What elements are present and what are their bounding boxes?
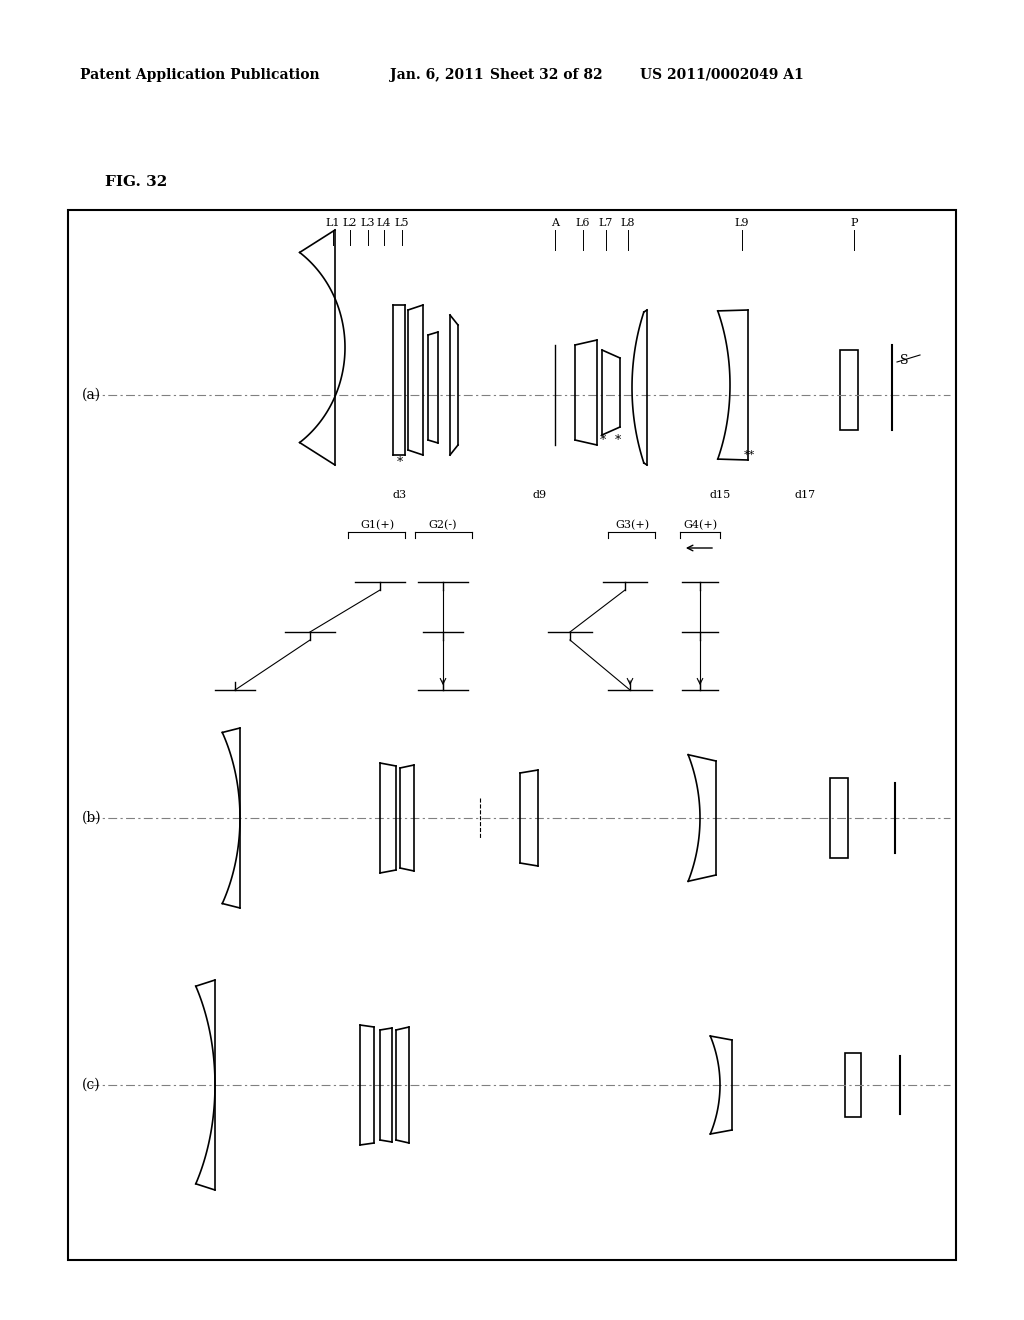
Text: G2(-): G2(-)	[429, 520, 458, 531]
Text: **: **	[743, 450, 755, 459]
Text: L2: L2	[343, 218, 357, 228]
Text: (b): (b)	[82, 810, 101, 825]
Text: L3: L3	[360, 218, 375, 228]
Text: Jan. 6, 2011: Jan. 6, 2011	[390, 69, 483, 82]
Text: L9: L9	[735, 218, 750, 228]
Text: L6: L6	[575, 218, 590, 228]
Text: US 2011/0002049 A1: US 2011/0002049 A1	[640, 69, 804, 82]
Text: G3(+): G3(+)	[615, 520, 649, 531]
Bar	[840, 350, 858, 430]
Text: L5: L5	[394, 218, 410, 228]
Text: (c): (c)	[82, 1078, 100, 1092]
Text: *: *	[600, 433, 606, 446]
Text: A: A	[551, 218, 559, 228]
Bar	[830, 777, 848, 858]
Text: L7: L7	[599, 218, 613, 228]
Text: G4(+): G4(+)	[683, 520, 717, 531]
Bar	[68, 210, 956, 1261]
Text: d15: d15	[710, 490, 731, 500]
Text: L8: L8	[621, 218, 635, 228]
Text: d17: d17	[795, 490, 815, 500]
Text: FIG. 32: FIG. 32	[105, 176, 167, 189]
Text: P: P	[850, 218, 858, 228]
Text: G1(+): G1(+)	[360, 520, 394, 531]
Text: d9: d9	[532, 490, 547, 500]
Text: Patent Application Publication: Patent Application Publication	[80, 69, 319, 82]
Bar	[845, 1053, 861, 1117]
Text: Sheet 32 of 82: Sheet 32 of 82	[490, 69, 603, 82]
Text: *: *	[614, 433, 622, 446]
Text: d3: d3	[393, 490, 408, 500]
Text: S: S	[900, 354, 908, 367]
Text: L4: L4	[377, 218, 391, 228]
Text: (a): (a)	[82, 388, 101, 403]
Text: *: *	[397, 457, 403, 470]
Text: L1: L1	[326, 218, 340, 228]
